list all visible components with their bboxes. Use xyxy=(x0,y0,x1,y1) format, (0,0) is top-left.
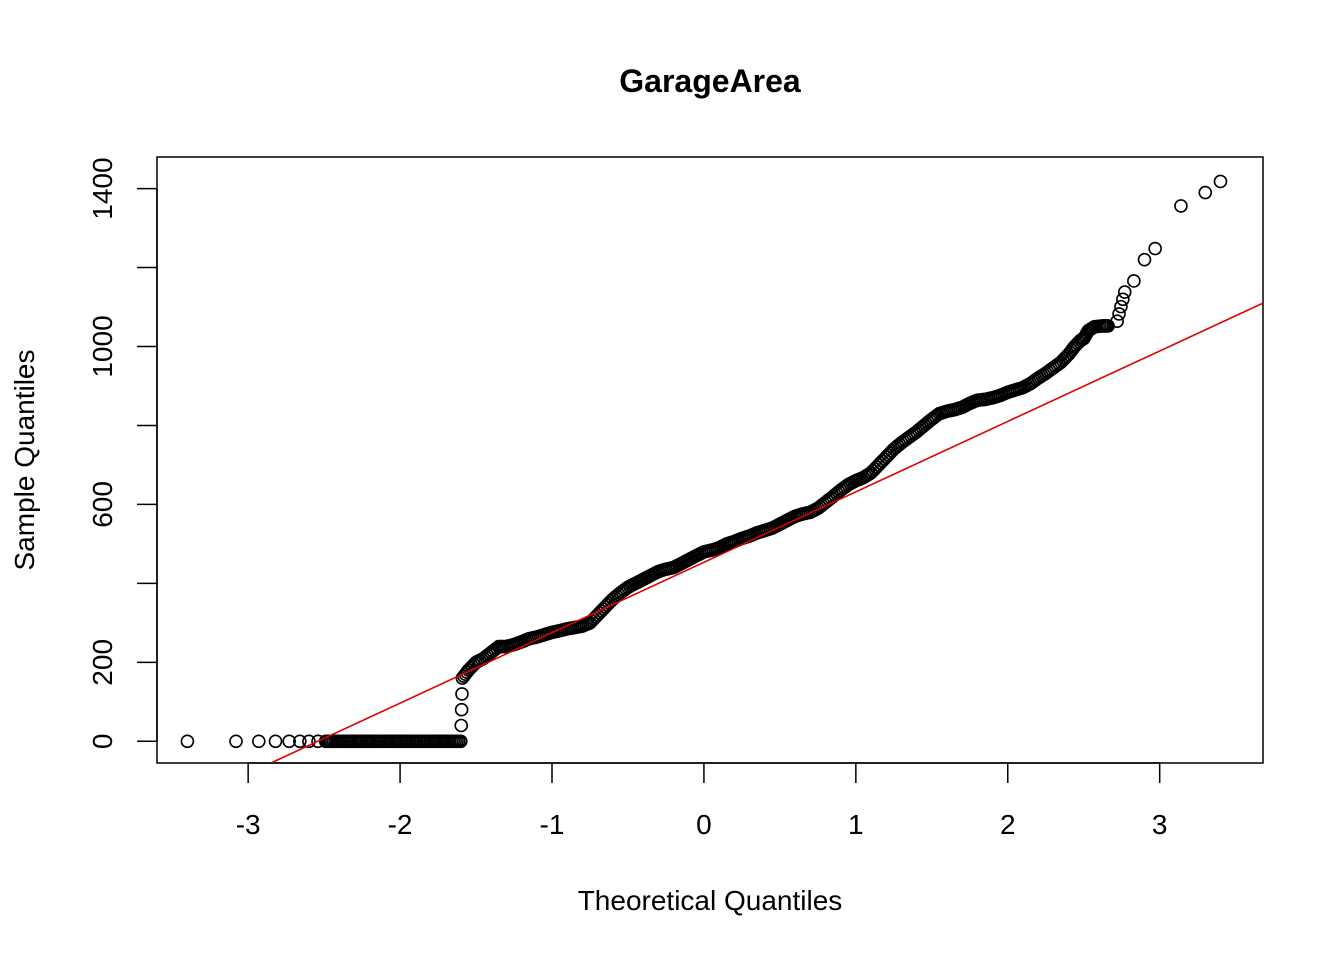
plot-frame-group xyxy=(156,156,1264,764)
x-axis-label: Theoretical Quantiles xyxy=(578,885,843,916)
data-point xyxy=(454,718,469,733)
x-tick-label: 0 xyxy=(696,809,712,840)
data-points xyxy=(180,174,1228,749)
data-point xyxy=(1213,174,1228,189)
data-point xyxy=(454,702,469,717)
data-point xyxy=(455,687,469,701)
y-tick-label: 0 xyxy=(87,733,118,749)
plot-frame xyxy=(156,156,1264,764)
data-point xyxy=(268,734,283,749)
data-point xyxy=(1198,185,1213,200)
y-axis-label: Sample Quantiles xyxy=(9,349,40,570)
data-point xyxy=(293,734,307,749)
y-tick-label: 1000 xyxy=(87,315,118,377)
data-point xyxy=(302,734,316,749)
data-point xyxy=(1174,199,1188,213)
x-tick-label: -1 xyxy=(540,809,565,840)
x-tick-label: 1 xyxy=(848,809,864,840)
data-point xyxy=(1110,314,1124,329)
y-tick-label: 200 xyxy=(87,639,118,686)
y-axis: 0 200 600 1000 1400 xyxy=(87,157,158,749)
x-axis: -3 -2 -1 0 1 2 3 xyxy=(236,762,1168,840)
x-tick-label: -3 xyxy=(236,809,261,840)
data-point xyxy=(454,734,468,749)
x-tick-label: 2 xyxy=(1000,809,1016,840)
data-point xyxy=(1127,274,1141,288)
data-point xyxy=(1117,285,1132,299)
data-point xyxy=(1137,252,1152,267)
chart-title: GarageArea xyxy=(619,63,801,99)
data-point xyxy=(1148,241,1162,256)
data-point xyxy=(1112,307,1126,321)
data-point xyxy=(180,734,195,749)
y-tick-label: 600 xyxy=(87,481,118,528)
data-point xyxy=(229,734,243,749)
data-point xyxy=(282,734,296,749)
x-tick-label: 3 xyxy=(1152,809,1168,840)
data-point xyxy=(1114,299,1128,314)
reference-line-group xyxy=(270,302,1263,763)
reference-line xyxy=(270,302,1263,763)
data-point xyxy=(1116,292,1130,307)
x-tick-label: -2 xyxy=(388,809,413,840)
data-point xyxy=(251,734,266,749)
y-tick-label: 1400 xyxy=(87,157,118,219)
